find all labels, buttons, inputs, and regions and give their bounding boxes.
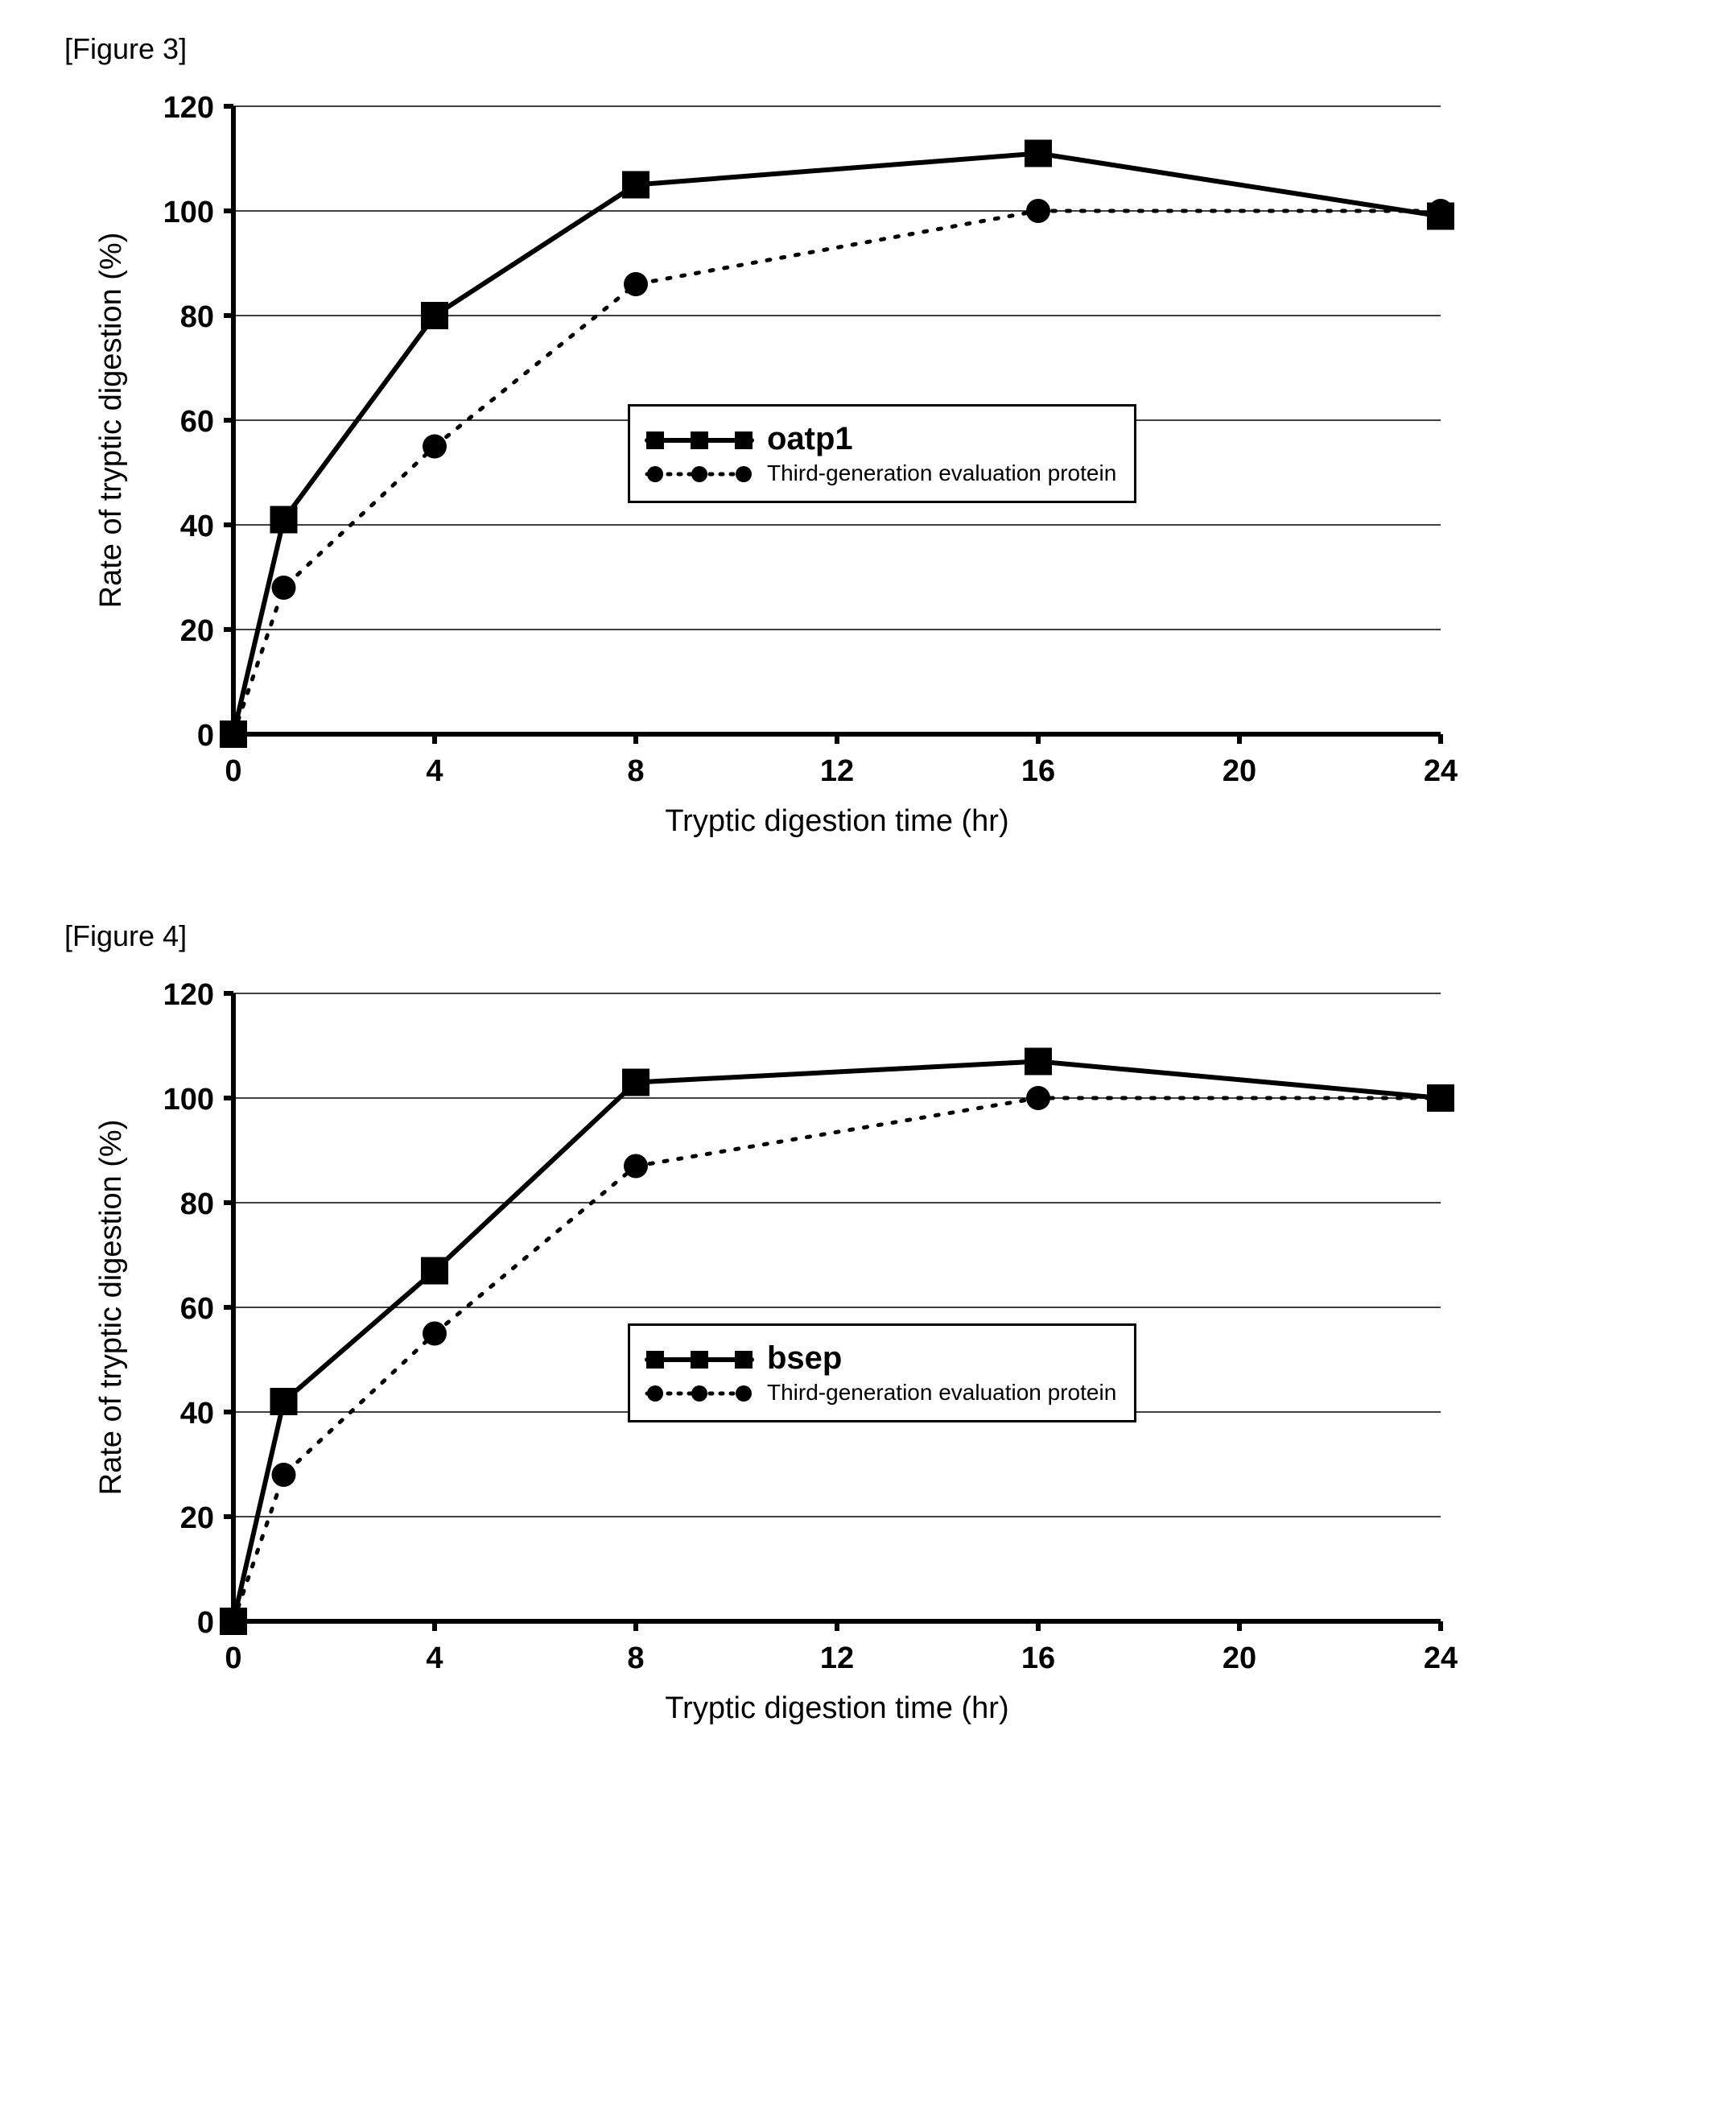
- series-marker-circle: [423, 435, 447, 459]
- y-tick-label: 20: [180, 614, 214, 648]
- chart-legend: bsep Third-generation evaluation protein: [628, 1323, 1136, 1422]
- series-marker-circle: [1026, 199, 1050, 223]
- y-tick-label: 60: [180, 405, 214, 439]
- y-tick-label: 80: [180, 300, 214, 334]
- figure-3-block: [Figure 3] 0 20 40 60 80 100 120 0 4 8 12 16 20 24 Try…: [48, 32, 1688, 855]
- series-marker-circle: [423, 1322, 447, 1346]
- series-marker-square: [421, 302, 448, 329]
- legend-label-1: Third-generation evaluation protein: [767, 460, 1116, 486]
- x-tick-label: 16: [1021, 754, 1055, 788]
- x-tick-label: 8: [627, 1641, 644, 1675]
- figure-3-label: [Figure 3]: [64, 32, 1688, 66]
- y-tick-label: 60: [180, 1292, 214, 1326]
- y-axis-label: Rate of tryptic digestion (%): [94, 233, 128, 609]
- legend-sample-0: [643, 428, 756, 451]
- series-marker-circle: [1429, 199, 1453, 223]
- x-tick-label: 4: [426, 1641, 443, 1675]
- x-tick-label: 12: [820, 1641, 854, 1675]
- x-tick-label: 24: [1424, 754, 1458, 788]
- figure-3-chart: 0 20 40 60 80 100 120 0 4 8 12 16 20 24 Tryptic digest…: [80, 90, 1688, 855]
- legend-sample-0: [643, 1348, 756, 1370]
- series-marker-square: [421, 1257, 448, 1285]
- legend-sample-1: [643, 462, 756, 485]
- series-marker-square: [1025, 1048, 1052, 1076]
- chart-legend: oatp1 Third-generation evaluation protein: [628, 404, 1136, 503]
- x-axis-label: Tryptic digestion time (hr): [665, 1691, 1008, 1725]
- x-tick-label: 16: [1021, 1641, 1055, 1675]
- x-tick-label: 12: [820, 754, 854, 788]
- series-marker-circle: [1026, 1086, 1050, 1110]
- series-marker-circle: [624, 272, 648, 296]
- legend-label-0: oatp1: [767, 421, 853, 457]
- legend-label-1: Third-generation evaluation protein: [767, 1380, 1116, 1406]
- series-marker-square: [1025, 140, 1052, 167]
- x-tick-label: 8: [627, 754, 644, 788]
- series-marker-square: [622, 1069, 649, 1096]
- series-marker-circle: [272, 576, 296, 600]
- y-axis-label: Rate of tryptic digestion (%): [94, 1120, 128, 1496]
- series-marker-circle: [1429, 1086, 1453, 1110]
- series-marker-square: [622, 171, 649, 199]
- legend-label-0: bsep: [767, 1340, 842, 1377]
- x-tick-label: 0: [225, 1641, 241, 1675]
- figure-4-label: [Figure 4]: [64, 919, 1688, 953]
- x-tick-label: 4: [426, 754, 443, 788]
- y-tick-label: 120: [163, 91, 214, 125]
- y-tick-label: 20: [180, 1501, 214, 1535]
- legend-row-0: bsep: [643, 1340, 1116, 1377]
- y-tick-label: 80: [180, 1187, 214, 1221]
- series-marker-circle: [624, 1154, 648, 1179]
- figure-4-chart: 0 20 40 60 80 100 120 0 4 8 12 16 20 24 Tryptic digest…: [80, 977, 1688, 1742]
- legend-row-0: oatp1: [643, 421, 1116, 457]
- y-tick-label: 100: [163, 1083, 214, 1117]
- series-marker-circle: [272, 1463, 296, 1487]
- series-marker-square: [270, 506, 298, 534]
- y-tick-label: 40: [180, 510, 214, 543]
- series-marker-circle: [221, 722, 245, 746]
- series-marker-square: [270, 1388, 298, 1415]
- x-tick-label: 20: [1223, 754, 1256, 788]
- legend-row-1: Third-generation evaluation protein: [643, 460, 1116, 486]
- legend-row-1: Third-generation evaluation protein: [643, 1380, 1116, 1406]
- x-tick-label: 24: [1424, 1641, 1458, 1675]
- series-marker-circle: [221, 1609, 245, 1633]
- legend-sample-1: [643, 1381, 756, 1404]
- y-tick-label: 0: [197, 719, 214, 753]
- x-tick-label: 0: [225, 754, 241, 788]
- y-tick-label: 40: [180, 1397, 214, 1431]
- y-tick-label: 120: [163, 978, 214, 1012]
- figure-4-block: [Figure 4] 0 20 40 60 80 100 120 0 4 8 12 16 20 24 Try…: [48, 919, 1688, 1742]
- x-axis-label: Tryptic digestion time (hr): [665, 804, 1008, 838]
- x-tick-label: 20: [1223, 1641, 1256, 1675]
- y-tick-label: 100: [163, 196, 214, 229]
- y-tick-label: 0: [197, 1606, 214, 1640]
